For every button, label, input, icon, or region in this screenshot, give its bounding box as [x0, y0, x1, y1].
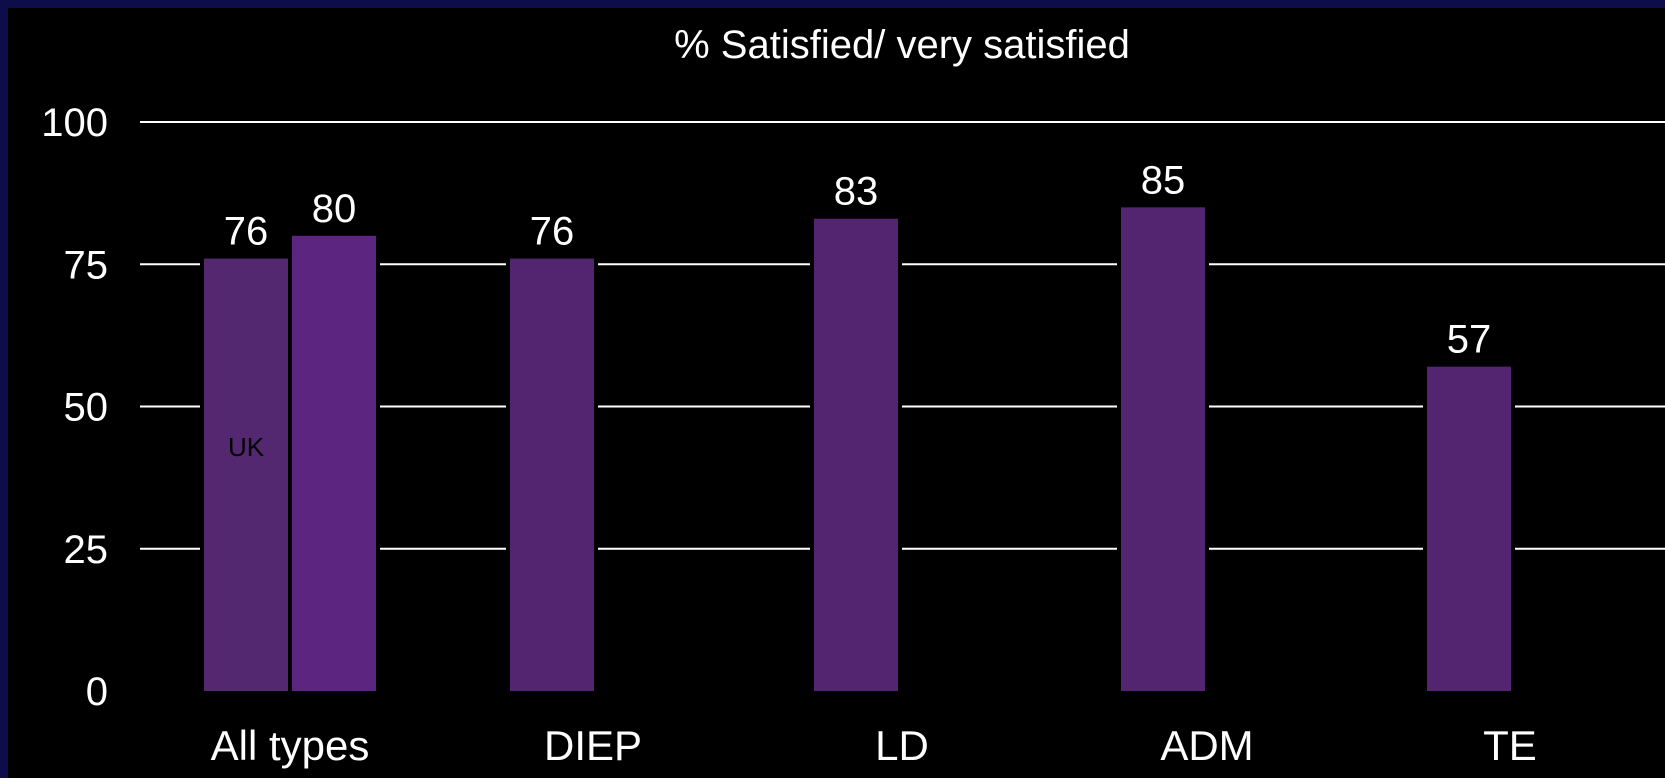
y-tick-label: 0	[86, 670, 108, 714]
x-category-label: ADM	[1160, 722, 1253, 769]
data-label: 83	[834, 170, 879, 214]
bar-te-5	[1427, 366, 1511, 691]
bar-diep-2	[510, 258, 594, 691]
chart-panel: 0 25 50 75 100 76 UK 80 76 83 85 57 All types DIEP LD…	[8, 8, 1665, 778]
x-category-label: TE	[1483, 722, 1537, 769]
chart-title: % Satisfied/ very satisfied	[674, 23, 1130, 67]
data-label: 80	[312, 187, 357, 231]
data-label: 76	[530, 210, 575, 254]
bar-adm-4	[1121, 207, 1205, 691]
x-category-label: LD	[875, 722, 929, 769]
y-tick-label: 50	[64, 386, 109, 430]
x-category-label: DIEP	[544, 722, 642, 769]
bars	[200, 207, 1515, 692]
bar-chart: 0 25 50 75 100 76 UK 80 76 83 85 57 All types DIEP LD…	[41, 23, 1665, 769]
data-label: 76	[224, 210, 269, 254]
bar-all-types-1	[292, 235, 376, 692]
bar-ld-3	[814, 218, 898, 692]
y-tick-label: 25	[64, 528, 109, 572]
bar-inner-label: UK	[228, 432, 265, 462]
data-label: 85	[1141, 158, 1186, 202]
x-category-label: All types	[211, 722, 370, 769]
data-label: 57	[1447, 318, 1492, 362]
bar-all-types-0	[204, 258, 288, 691]
gridlines: 0 25 50 75 100	[41, 101, 1665, 714]
y-tick-label: 75	[64, 243, 109, 287]
labels: 76 UK 80 76 83 85 57 All types DIEP LD ADM TE	[211, 158, 1537, 769]
y-tick-label: 100	[41, 101, 108, 145]
